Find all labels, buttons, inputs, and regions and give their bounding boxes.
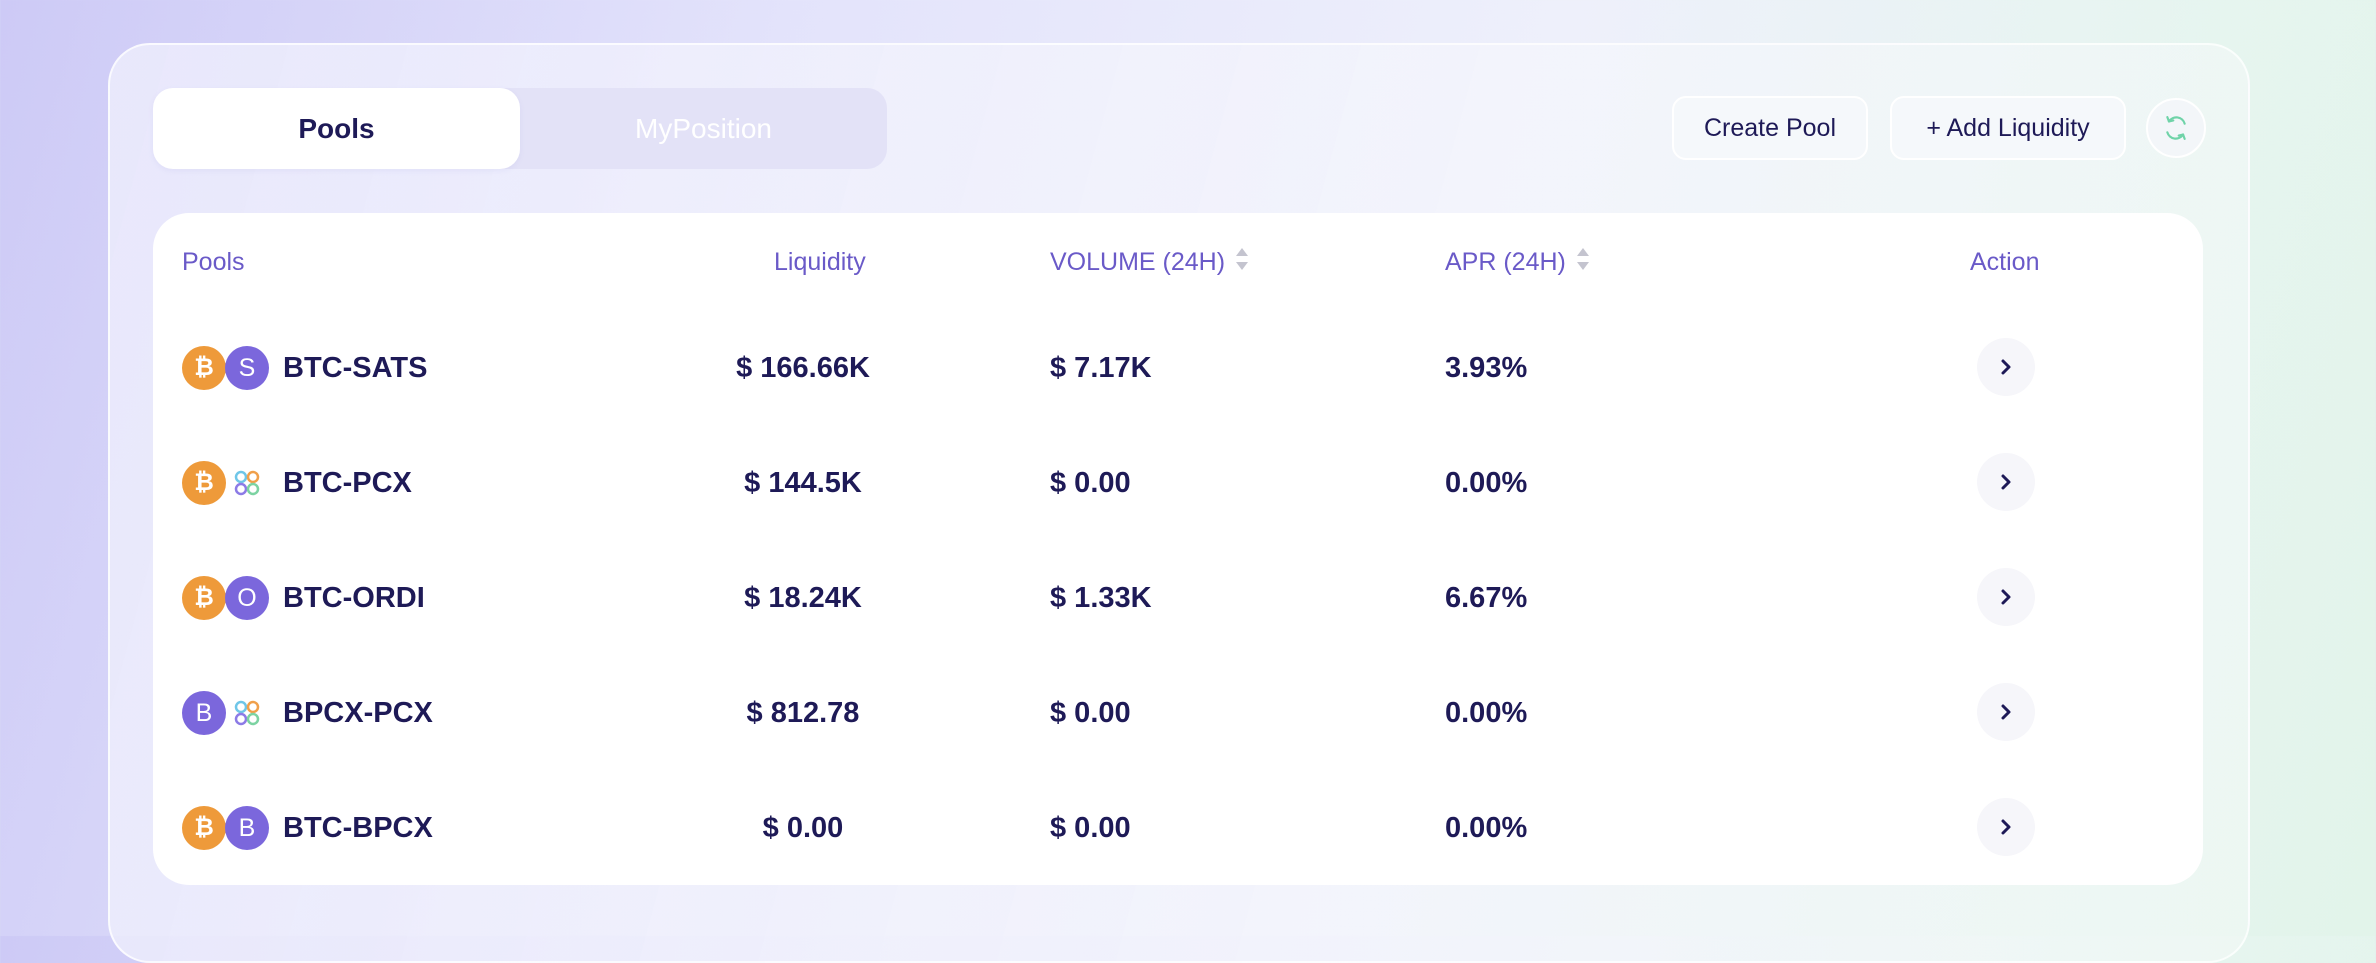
pool-pair: BTC-SATS: [283, 352, 428, 384]
pool-detail-button[interactable]: [1977, 683, 2035, 741]
pool-detail-button[interactable]: [1977, 568, 2035, 626]
token-icon: B: [225, 806, 269, 850]
pool-apr: 6.67%: [1445, 582, 1528, 614]
btc-icon: ₿: [182, 346, 226, 390]
chevron-right-icon: [2001, 704, 2011, 720]
refresh-button[interactable]: [2146, 98, 2206, 158]
pool-detail-button[interactable]: [1977, 338, 2035, 396]
pool-volume: $ 7.17K: [1050, 352, 1152, 384]
table-row[interactable]: B BPCX-PCX $ 812.78 $ 0.00 0.00%: [153, 683, 2203, 743]
pool-volume: $ 1.33K: [1050, 582, 1152, 614]
chevron-right-icon: [2001, 589, 2011, 605]
header-pools: Pools: [182, 248, 245, 276]
header-volume-label: VOLUME (24H): [1050, 248, 1226, 276]
header-apr[interactable]: APR (24H): [1445, 246, 1590, 278]
table-row[interactable]: ₿ S BTC-SATS $ 166.66K $ 7.17K 3.93%: [153, 338, 2203, 398]
table-row[interactable]: ₿ BTC-PCX $ 144.5K $ 0.00 0.00%: [153, 453, 2203, 513]
chevron-right-icon: [2001, 359, 2011, 375]
chevron-right-icon: [2001, 474, 2011, 490]
pool-apr: 0.00%: [1445, 467, 1528, 499]
pool-liquidity: $ 144.5K: [744, 467, 862, 499]
pcx-logo-icon: [225, 461, 269, 505]
chevron-right-icon: [2001, 819, 2011, 835]
pool-liquidity: $ 18.24K: [744, 582, 862, 614]
table-row[interactable]: ₿ O BTC-ORDI $ 18.24K $ 1.33K 6.67%: [153, 568, 2203, 628]
pool-detail-button[interactable]: [1977, 453, 2035, 511]
tab-pools[interactable]: Pools: [153, 88, 520, 169]
pool-detail-button[interactable]: [1977, 798, 2035, 856]
pools-table: [153, 213, 2203, 885]
add-liquidity-button[interactable]: + Add Liquidity: [1890, 96, 2126, 160]
pool-pair: BTC-PCX: [283, 467, 412, 499]
pool-volume: $ 0.00: [1050, 467, 1131, 499]
pool-liquidity: $ 812.78: [746, 697, 860, 729]
btc-icon: ₿: [182, 806, 226, 850]
token-icon: O: [225, 576, 269, 620]
header-volume[interactable]: VOLUME (24H): [1050, 246, 1249, 278]
pool-liquidity: $ 0.00: [762, 812, 844, 844]
pool-liquidity: $ 166.66K: [736, 352, 870, 384]
table-row[interactable]: ₿ B BTC-BPCX $ 0.00 $ 0.00 0.00%: [153, 798, 2203, 858]
btc-icon: ₿: [182, 461, 226, 505]
pool-volume: $ 0.00: [1050, 812, 1131, 844]
pool-pair: BPCX-PCX: [283, 697, 433, 729]
token-icon: B: [182, 691, 226, 735]
pool-pair: BTC-BPCX: [283, 812, 433, 844]
header-liquidity: Liquidity: [774, 248, 866, 276]
sort-icon[interactable]: [1576, 246, 1590, 280]
create-pool-button[interactable]: Create Pool: [1672, 96, 1868, 160]
token-icon: S: [225, 346, 269, 390]
header-apr-label: APR (24H): [1445, 248, 1566, 276]
pcx-logo-icon: [225, 691, 269, 735]
pool-apr: 3.93%: [1445, 352, 1528, 384]
pool-apr: 0.00%: [1445, 697, 1528, 729]
tab-switcher: Pools MyPosition: [153, 88, 887, 169]
btc-icon: ₿: [182, 576, 226, 620]
tab-my-position[interactable]: MyPosition: [635, 112, 772, 144]
sort-icon[interactable]: [1235, 246, 1249, 280]
pool-pair: BTC-ORDI: [283, 582, 425, 614]
refresh-icon: [2166, 116, 2186, 140]
pool-apr: 0.00%: [1445, 812, 1528, 844]
pool-volume: $ 0.00: [1050, 697, 1131, 729]
header-action: Action: [1970, 248, 2040, 276]
